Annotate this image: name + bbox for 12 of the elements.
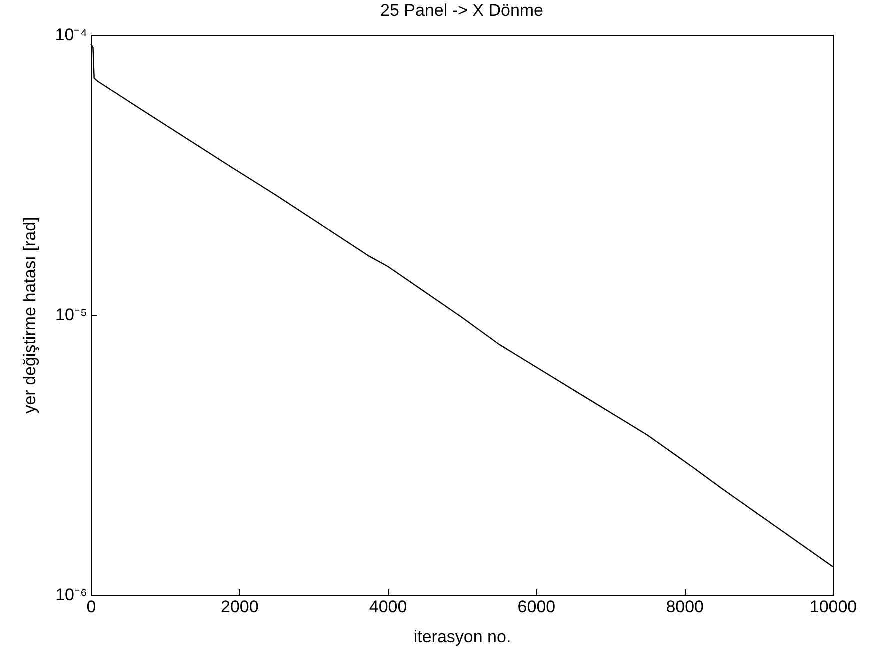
x-tick-label: 6000 xyxy=(518,598,556,616)
x-axis-title: iterasyon no. xyxy=(414,628,512,646)
y-tick-label: 10⁻⁵ xyxy=(56,306,88,324)
x-tick-label: 10000 xyxy=(810,598,858,616)
x-tick-label: 4000 xyxy=(369,598,408,616)
y-tick-label: 10⁻⁴ xyxy=(55,26,88,44)
x-tick-label: 8000 xyxy=(666,598,704,616)
x-tick-label: 2000 xyxy=(220,598,259,616)
y-tick-label: 10⁻⁶ xyxy=(56,586,88,604)
y-axis-title: yer değiştirme hatası [rad] xyxy=(20,217,40,414)
x-tick-label: 0 xyxy=(86,598,96,616)
chart-title: 25 Panel -> X Dönme xyxy=(380,1,544,20)
